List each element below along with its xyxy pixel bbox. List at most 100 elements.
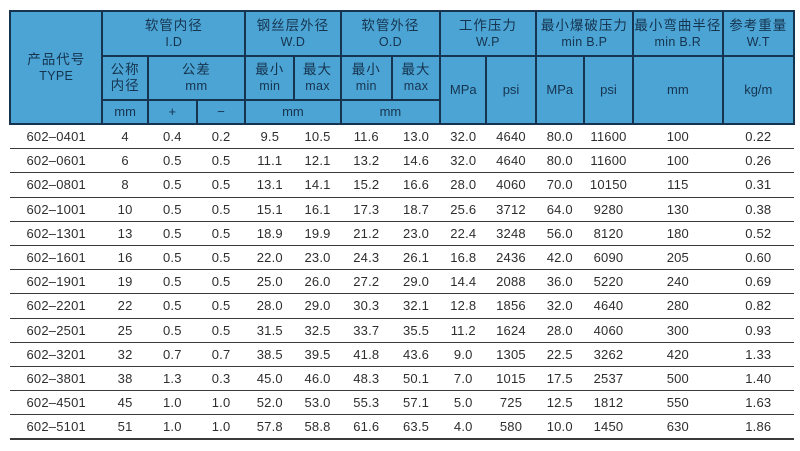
header-wd-max-cn: 最大: [303, 62, 333, 77]
header-group-wt-en: W.T: [746, 34, 770, 49]
header-tolerance-plus: +: [146, 99, 198, 125]
value-cell: 115: [633, 172, 723, 198]
value-cell: 630: [633, 414, 723, 441]
header-bp-mpa: MPa: [534, 55, 585, 125]
value-cell: 12.1: [294, 148, 341, 174]
value-cell: 22.4: [440, 221, 487, 246]
value-cell: 3248: [486, 221, 536, 246]
value-cell: 100: [633, 148, 723, 174]
value-cell: 4640: [486, 148, 536, 174]
header-group-wp-cn: 工作压力: [458, 17, 517, 33]
header-wt-kgm: kg/m: [721, 55, 796, 125]
value-cell: 10.5: [294, 124, 341, 150]
value-cell: 0.5: [147, 148, 197, 174]
value-cell: 3712: [486, 197, 536, 222]
header-od-max-en: max: [403, 79, 429, 93]
value-cell: 29.0: [294, 293, 341, 319]
value-cell: 28.0: [245, 293, 295, 319]
value-cell: 46.0: [294, 366, 341, 392]
value-cell: 17.3: [340, 197, 392, 222]
value-cell: 63.5: [391, 414, 441, 441]
header-group-od: 软管外径 O.D: [339, 10, 442, 57]
header-wd-max: 最大 max: [293, 55, 342, 101]
table-row: 602–5101 51 1.0 1.0 57.8 58.8 61.6 63.5 4.0 580 10…: [10, 414, 794, 441]
header-group-bp-en: min B.P: [561, 34, 608, 49]
value-cell: 39.5: [294, 342, 341, 367]
header-nominal-id: 公称 内径: [101, 55, 149, 101]
value-cell: 0.60: [722, 245, 794, 271]
value-cell: 0.5: [147, 197, 197, 222]
header-group-wt: 参考重量 W.T: [721, 10, 796, 57]
header-group-id: 软管内径 I.D: [101, 10, 247, 57]
value-cell: 13.0: [391, 124, 441, 150]
value-cell: 13: [102, 221, 148, 246]
value-cell: 4: [102, 124, 148, 150]
value-cell: 0.2: [196, 124, 246, 150]
spec-table-body: 602–0401 4 0.4 0.2 9.5 10.5 11.6 13.0 32.0 4640 80…: [10, 124, 794, 441]
header-wd-min-cn: 最小: [255, 62, 285, 77]
value-cell: 32.5: [294, 318, 341, 343]
product-code-cell: 602–5101: [10, 414, 103, 441]
header-group-wd-cn: 钢丝层外径: [256, 17, 330, 33]
value-cell: 550: [633, 390, 723, 416]
value-cell: 31.5: [245, 318, 295, 343]
value-cell: 3262: [583, 342, 634, 367]
value-cell: 0.22: [722, 124, 794, 150]
value-cell: 0.5: [196, 221, 246, 246]
value-cell: 4640: [583, 293, 634, 319]
header-tolerance: 公差 mm: [146, 55, 247, 101]
value-cell: 1.86: [722, 414, 794, 441]
value-cell: 22: [102, 293, 148, 319]
value-cell: 1.63: [722, 390, 794, 416]
value-cell: 11600: [583, 148, 634, 174]
value-cell: 16.6: [391, 172, 441, 198]
value-cell: 52.0: [245, 390, 295, 416]
value-cell: 280: [633, 293, 723, 319]
header-group-od-en: O.D: [378, 34, 402, 49]
value-cell: 25.0: [245, 269, 295, 295]
table-row: 602–1601 16 0.5 0.5 22.0 23.0 24.3 26.1 16.8 2436…: [10, 245, 794, 271]
value-cell: 0.5: [196, 269, 246, 295]
value-cell: 0.5: [196, 172, 246, 198]
value-cell: 13.2: [340, 148, 392, 174]
value-cell: 28.0: [440, 172, 487, 198]
header-od-max-cn: 最大: [401, 62, 431, 77]
value-cell: 32.0: [440, 124, 487, 150]
value-cell: 0.26: [722, 148, 794, 174]
table-row: 602–2201 22 0.5 0.5 28.0 29.0 30.3 32.1 12.8 1856…: [10, 293, 794, 319]
value-cell: 100: [633, 124, 723, 150]
header-group-br: 最小弯曲半径 min B.R: [632, 10, 724, 57]
product-code-cell: 602–2501: [10, 318, 103, 343]
value-cell: 1450: [583, 414, 634, 441]
value-cell: 28.0: [535, 318, 584, 343]
value-cell: 0.5: [196, 197, 246, 222]
value-cell: 130: [633, 197, 723, 222]
value-cell: 0.31: [722, 172, 794, 198]
value-cell: 48.3: [340, 366, 392, 392]
value-cell: 41.8: [340, 342, 392, 367]
value-cell: 6090: [583, 245, 634, 271]
header-product-type-cn: 产品代号: [27, 51, 86, 67]
header-nominal-mm: mm: [101, 99, 149, 125]
value-cell: 9.5: [245, 124, 295, 150]
value-cell: 0.5: [196, 245, 246, 271]
value-cell: 9280: [583, 197, 634, 222]
header-wp-psi: psi: [485, 55, 537, 125]
value-cell: 11.6: [340, 124, 392, 150]
value-cell: 16.8: [440, 245, 487, 271]
header-product-type: 产品代号 TYPE: [8, 10, 104, 125]
value-cell: 8: [102, 172, 148, 198]
header-br-mm: mm: [632, 55, 724, 125]
value-cell: 0.5: [196, 148, 246, 174]
value-cell: 22.5: [535, 342, 584, 367]
value-cell: 26.1: [391, 245, 441, 271]
value-cell: 0.82: [722, 293, 794, 319]
value-cell: 57.8: [245, 414, 295, 441]
header-product-type-en: TYPE: [39, 68, 74, 83]
value-cell: 11600: [583, 124, 634, 150]
table-row: 602–1301 13 0.5 0.5 18.9 19.9 21.2 23.0 22.4 3248…: [10, 221, 794, 246]
value-cell: 0.5: [147, 293, 197, 319]
value-cell: 80.0: [535, 148, 584, 174]
header-group-wd-en: W.D: [280, 34, 306, 49]
value-cell: 23.0: [391, 221, 441, 246]
